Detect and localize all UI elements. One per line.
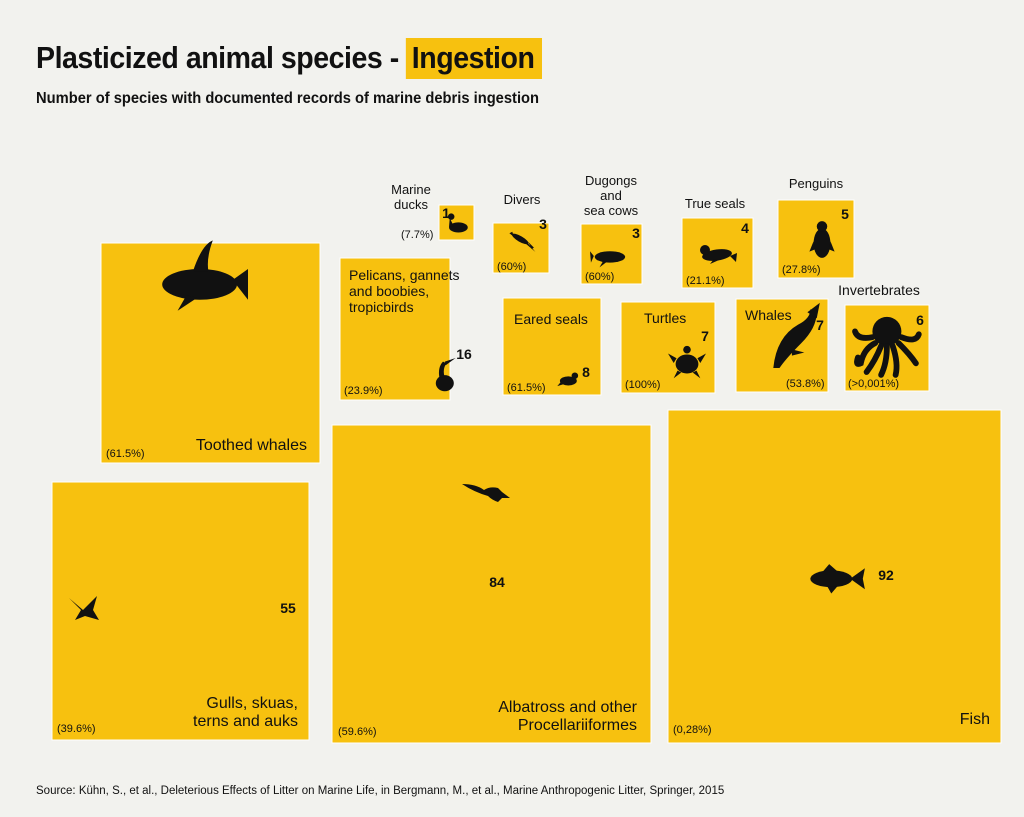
group-fish: Fish (0,28%) 92 — [667, 409, 1002, 744]
group-turtles: Turtles (100%) 7 — [620, 301, 716, 394]
count-label: 84 — [489, 574, 505, 590]
count-label: 3 — [539, 216, 547, 232]
group-label: Marine — [391, 182, 431, 197]
group-label: Pelicans, gannets — [349, 267, 460, 283]
box-albatross-and-other-procellariiformes — [331, 424, 652, 744]
group-label: tropicbirds — [349, 299, 414, 315]
group-label: Eared seals — [514, 311, 588, 327]
group-label: Albatross and other — [498, 699, 637, 716]
group-true-seals: True seals (21.1%) 4 — [681, 196, 754, 289]
source-note: Source: Kühn, S., et al., Deleterious Ef… — [36, 785, 725, 797]
penguin-icon — [809, 221, 835, 258]
percent-label: (60%) — [497, 261, 526, 273]
count-label: 6 — [916, 312, 924, 328]
group-label: ducks — [394, 197, 428, 212]
percent-label: (21.1%) — [686, 275, 725, 287]
group-label: Divers — [504, 192, 541, 207]
group-label: Procellariiformes — [518, 717, 637, 734]
chart-subtitle: Number of species with documented record… — [36, 90, 540, 107]
seal-icon — [700, 245, 737, 264]
percent-label: (39.6%) — [57, 723, 96, 735]
chart-title: Plasticized animal species - Ingestion — [36, 38, 542, 79]
group-label: Fish — [960, 711, 990, 728]
group-label: and boobies, — [349, 283, 429, 299]
percent-label: (0,28%) — [673, 724, 712, 736]
percent-label: (61.5%) — [507, 382, 546, 394]
turtle-icon — [668, 345, 706, 379]
count-label: 8 — [582, 364, 590, 380]
percent-label: (61.5%) — [106, 448, 145, 460]
albatross-icon — [462, 484, 510, 502]
percent-label: (7.7%) — [401, 229, 433, 241]
group-divers: Divers (60%) 3 — [492, 192, 550, 274]
box-eared-seals — [502, 297, 602, 396]
count-label: 4 — [741, 220, 749, 236]
orca-icon — [162, 240, 248, 311]
percent-label: (53.8%) — [786, 378, 825, 390]
percent-label: (27.8%) — [782, 264, 821, 276]
box-marine-ducks — [438, 204, 475, 241]
group-label: Turtles — [644, 310, 686, 326]
percent-label: (59.6%) — [338, 726, 377, 738]
group-label: and — [600, 188, 622, 203]
count-label: 7 — [816, 317, 824, 333]
box-divers — [492, 222, 550, 274]
group-penguins: Penguins (27.8%) 5 — [777, 176, 855, 279]
group-whales: Whales (53.8%) 7 — [735, 298, 829, 393]
count-label: 16 — [456, 346, 472, 362]
count-label: 7 — [701, 328, 709, 344]
box-penguins — [777, 199, 855, 279]
percent-label: (100%) — [625, 379, 660, 391]
box-turtles — [620, 301, 716, 394]
group-label: Dugongs — [585, 173, 638, 188]
group-label: terns and auks — [193, 713, 298, 730]
box-gulls-skuas-terns-and-auks — [51, 481, 310, 741]
count-label: 55 — [280, 600, 296, 616]
group-eared-seals: Eared seals (61.5%) 8 — [502, 297, 602, 396]
group-label: Gulls, skuas, — [206, 695, 298, 712]
group-label: True seals — [685, 196, 746, 211]
whale-icon — [773, 302, 820, 368]
group-invertebrates: Invertebrates (>0,001%) 6 — [838, 282, 930, 392]
group-toothed-whales: Toothed whales(61.5%)40 — [100, 240, 321, 464]
octopus-icon — [852, 316, 922, 378]
count-label: 5 — [841, 206, 849, 222]
group-label: Penguins — [789, 176, 844, 191]
duck-icon — [444, 213, 468, 233]
title-highlight: Ingestion — [406, 38, 542, 79]
count-label: 92 — [878, 567, 894, 583]
gull-icon — [69, 596, 99, 620]
box-pelicans-gannets-and-boobies-tropicbirds — [339, 257, 451, 401]
group-label: Whales — [745, 307, 792, 323]
group-label: Toothed whales — [196, 437, 307, 454]
pelican-icon — [435, 358, 456, 392]
fish-icon — [810, 564, 865, 594]
diver-bird-icon — [509, 231, 536, 252]
group-label: Invertebrates — [838, 282, 920, 298]
percent-label: (60%) — [585, 271, 614, 283]
sea-lion-icon — [557, 372, 579, 387]
group-gulls-skuas-terns-and-auks: Gulls, skuas,terns and auks (39.6%) 55 — [51, 481, 310, 741]
dugong-icon — [590, 251, 626, 268]
title-prefix: Plasticized animal species - — [36, 40, 407, 75]
percent-label: (>0,001%) — [848, 378, 899, 390]
group-label: sea cows — [584, 203, 639, 218]
count-label: 1 — [442, 205, 450, 221]
percent-label: (23.9%) — [344, 385, 383, 397]
count-label: 3 — [632, 225, 640, 241]
